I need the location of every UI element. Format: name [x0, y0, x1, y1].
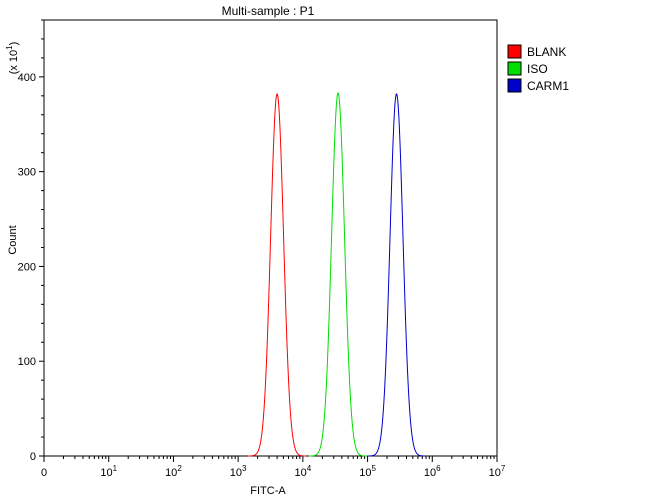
- y-axis-label: Count: [7, 225, 19, 254]
- y-axis: 0 100 200 300 400: [18, 19, 44, 463]
- x-tick-label: 103: [230, 464, 247, 479]
- y-tick-label: 0: [30, 451, 36, 463]
- x-tick-label: 105: [359, 464, 376, 479]
- legend-swatch-blank: [507, 44, 522, 59]
- legend-label-carm1: CARM1: [527, 79, 569, 93]
- series-carm1-line: [367, 93, 426, 457]
- series-iso-line: [308, 92, 368, 457]
- x-axis-label: FITC-A: [250, 485, 286, 497]
- x-tick-label: 104: [295, 464, 312, 479]
- legend-label-blank: BLANK: [527, 45, 566, 59]
- plot-frame: [43, 19, 498, 457]
- x-tick-label: 0: [41, 467, 47, 479]
- legend-swatch-iso: [507, 61, 522, 76]
- y-tick-label: 200: [18, 261, 36, 273]
- x-axis: 0 101 102 103 104 105 106 107: [41, 456, 506, 479]
- y-multiplier-text: (x 10: [8, 50, 20, 74]
- y-axis-multiplier: (x 101): [5, 42, 20, 75]
- y-tick-label: 100: [18, 356, 36, 368]
- legend: BLANK ISO CARM1: [507, 44, 569, 93]
- histogram-series: [247, 92, 426, 457]
- x-tick-label: 106: [424, 464, 441, 479]
- series-blank-line: [247, 93, 307, 457]
- legend-label-iso: ISO: [527, 62, 548, 76]
- y-multiplier-exponent: 1: [5, 45, 14, 50]
- plot-border: [43, 19, 498, 457]
- chart-title: Multi-sample : P1: [222, 4, 315, 18]
- legend-swatch-carm1: [507, 78, 522, 93]
- x-tick-label: 102: [165, 464, 182, 479]
- x-tick-label: 107: [489, 464, 506, 479]
- y-multiplier-close: ): [8, 42, 20, 46]
- x-tick-label: 101: [100, 464, 117, 479]
- y-tick-label: 300: [18, 167, 36, 179]
- y-tick-label: 400: [18, 72, 36, 84]
